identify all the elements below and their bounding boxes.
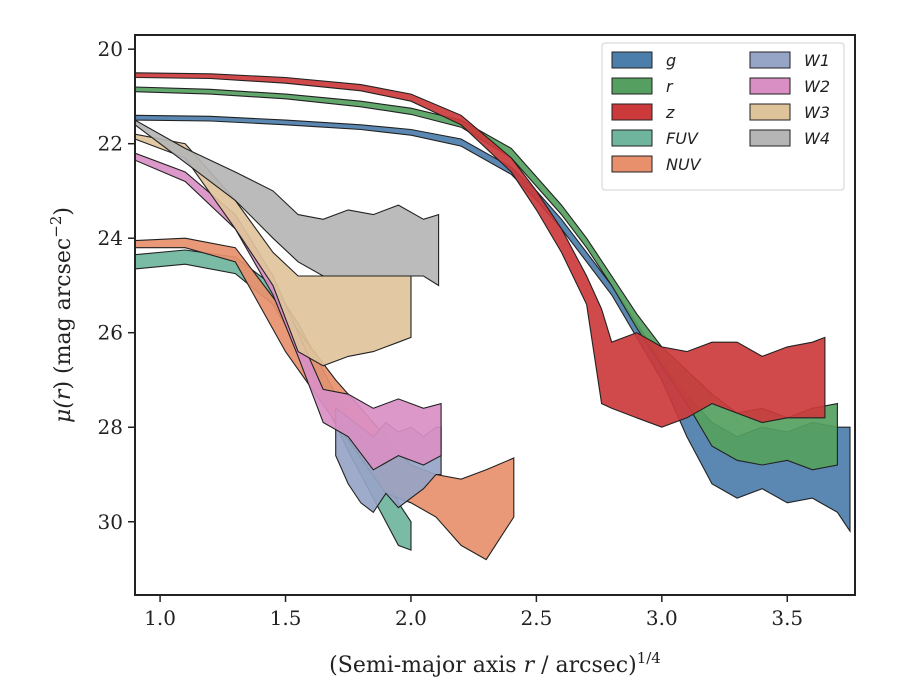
- legend-item-w2: W2: [749, 77, 830, 96]
- legend-swatch: [749, 51, 791, 69]
- legend-label: W3: [804, 103, 830, 122]
- y-tick-label: 24: [98, 226, 123, 250]
- legend-item-w1: W1: [749, 51, 830, 70]
- x-tick-label: 1.5: [270, 606, 302, 630]
- legend-swatch: [611, 51, 653, 69]
- series-area-w3: [135, 133, 412, 367]
- legend-label: W4: [804, 129, 830, 148]
- legend-item-nuv: NUV: [611, 155, 702, 174]
- y-tick-label: 30: [98, 510, 123, 534]
- x-tick-label: 2.5: [520, 606, 552, 630]
- x-tick-label: 3.0: [646, 606, 678, 630]
- plot-areas: [135, 72, 851, 561]
- legend-item-z: z: [611, 103, 675, 122]
- legend-item-r: r: [611, 77, 674, 96]
- legend-label: r: [666, 77, 674, 96]
- legend-label: FUV: [666, 129, 699, 148]
- x-tick-label: 2.0: [395, 606, 427, 630]
- legend-label: g: [666, 51, 676, 70]
- legend: grz FUV NUV W1 W2 W3 W4: [601, 42, 845, 191]
- legend-item-w4: W4: [749, 129, 830, 148]
- series-area-z: [135, 72, 826, 428]
- legend-item-g: g: [611, 51, 676, 70]
- x-axis-ticks: 1.0 1.5 2.0 2.5 3.0 3.5: [144, 595, 803, 630]
- legend-swatch: [749, 103, 791, 121]
- x-tick-label: 1.0: [144, 606, 176, 630]
- legend-label: W1: [804, 51, 830, 70]
- legend-label: NUV: [666, 155, 702, 174]
- legend-swatch: [611, 103, 653, 121]
- legend-swatch: [611, 155, 653, 173]
- y-axis-ticks: 20 22 24 26 28 30: [98, 37, 135, 534]
- y-axis-label: μ(r) (mag arcsec−2): [47, 207, 76, 423]
- legend-item-fuv: FUV: [611, 129, 699, 148]
- legend-label: W2: [804, 77, 830, 96]
- y-tick-label: 26: [98, 321, 123, 345]
- series-area-w4: [135, 119, 440, 287]
- y-tick-label: 22: [98, 132, 123, 156]
- legend-label: z: [665, 103, 675, 122]
- y-tick-label: 28: [98, 415, 123, 439]
- legend-swatch: [749, 129, 791, 147]
- legend-swatch: [749, 77, 791, 95]
- x-tick-label: 3.5: [771, 606, 803, 630]
- legend-swatch: [611, 77, 653, 95]
- legend-swatch: [611, 129, 653, 147]
- legend-item-w3: W3: [749, 103, 830, 122]
- x-axis-label: (Semi-major axis r / arcsec)1/4: [329, 649, 661, 678]
- y-tick-label: 20: [98, 37, 123, 61]
- plot-frame: [134, 34, 856, 596]
